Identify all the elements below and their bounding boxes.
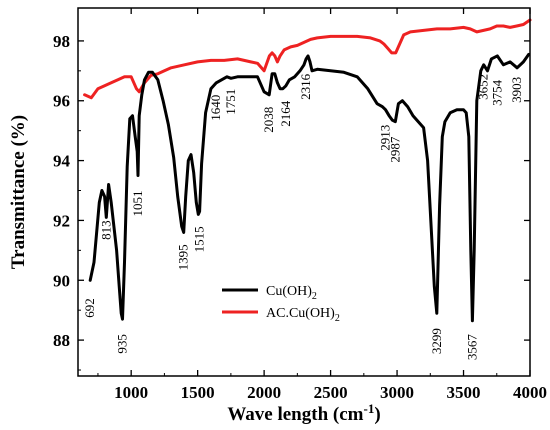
x-axis-title-main: Wave length (cm xyxy=(227,404,363,425)
peak-label-3754: 3754 xyxy=(489,79,504,106)
peak-label-2038: 2038 xyxy=(261,107,276,133)
legend: Cu(OH)2 AC.Cu(OH)2 xyxy=(222,284,340,324)
x-tick-label: 1000 xyxy=(114,383,148,402)
x-tick-label: 2000 xyxy=(247,383,281,402)
series-layer xyxy=(83,18,532,323)
x-tick-label: 3500 xyxy=(447,383,481,402)
legend-label-ac-cu-oh2-sub: 2 xyxy=(335,313,340,324)
series-cu-oh2-line xyxy=(88,52,531,323)
legend-label-cu-oh2: Cu(OH)2 xyxy=(266,284,317,302)
y-axis: 88 90 92 94 96 98 xyxy=(53,32,530,371)
y-axis-title: Transmittance (%) xyxy=(8,115,29,269)
y-tick-label: 88 xyxy=(53,331,70,350)
legend-label-ac-cu-oh2-main: AC.Cu(OH) xyxy=(266,306,335,321)
y-tick-label: 94 xyxy=(53,152,71,171)
peak-label-1640: 1640 xyxy=(208,95,223,121)
legend-label-cu-oh2-sub: 2 xyxy=(312,291,317,302)
peak-label-813: 813 xyxy=(98,220,113,240)
peak-label-2316: 2316 xyxy=(298,73,313,100)
x-tick-label: 3000 xyxy=(380,383,414,402)
legend-label-ac-cu-oh2: AC.Cu(OH)2 xyxy=(266,306,340,324)
x-tick-label: 4000 xyxy=(513,383,547,402)
x-axis: 1000 1500 2000 2500 3000 3500 4000 xyxy=(97,8,547,402)
x-axis-title-sup: -1 xyxy=(363,401,374,416)
peak-label-935: 935 xyxy=(115,334,130,354)
x-axis-title: Wave length (cm-1) xyxy=(227,401,380,425)
y-tick-label: 92 xyxy=(53,211,70,230)
x-tick-label: 1500 xyxy=(181,383,215,402)
peak-label-3652: 3652 xyxy=(476,74,491,100)
peak-label-1051: 1051 xyxy=(130,191,145,217)
peak-label-1751: 1751 xyxy=(223,89,238,115)
peak-label-3903: 3903 xyxy=(509,77,524,103)
legend-label-cu-oh2-main: Cu(OH) xyxy=(266,284,312,299)
x-axis-title-end: ) xyxy=(374,404,380,425)
y-tick-label: 98 xyxy=(53,32,70,51)
peak-label-2987: 2987 xyxy=(387,136,402,163)
peak-label-3567: 3567 xyxy=(464,334,479,361)
peak-label-692: 692 xyxy=(82,298,97,318)
peak-label-2913: 2913 xyxy=(377,125,392,151)
peak-label-1395: 1395 xyxy=(176,244,191,270)
peak-label-3299: 3299 xyxy=(429,328,444,354)
peak-label-2164: 2164 xyxy=(278,100,293,127)
x-tick-label: 2500 xyxy=(314,383,348,402)
peak-label-1515: 1515 xyxy=(192,226,207,252)
y-tick-label: 96 xyxy=(53,92,70,111)
y-tick-label: 90 xyxy=(53,271,70,290)
plot-frame xyxy=(77,7,531,377)
